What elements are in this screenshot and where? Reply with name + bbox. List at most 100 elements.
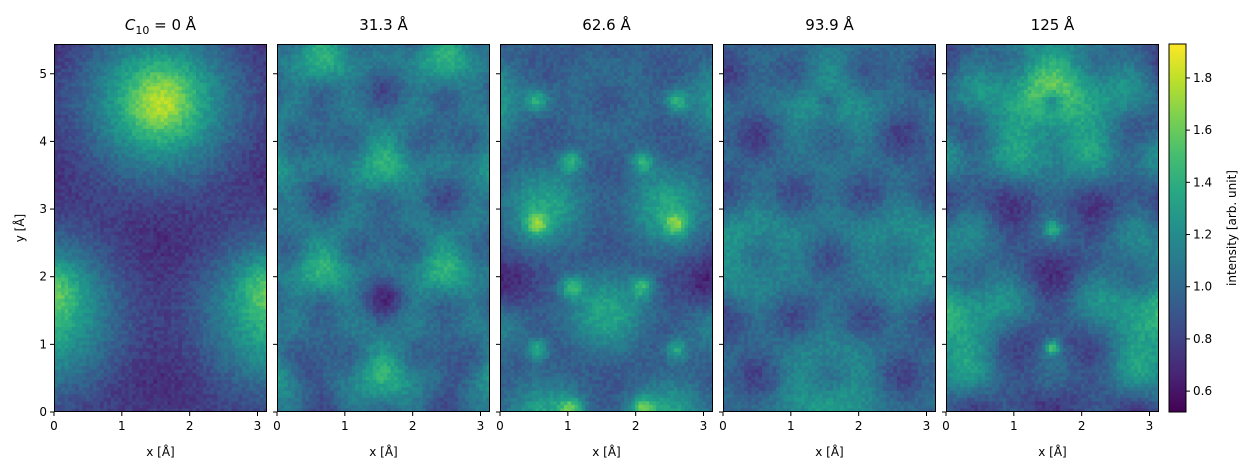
heatmap-cell xyxy=(128,132,133,137)
heatmap-cell xyxy=(100,136,105,141)
heatmap-cell xyxy=(61,358,66,364)
heatmap-cell xyxy=(121,107,126,112)
heatmap-cell xyxy=(96,150,101,155)
heatmap-cell xyxy=(103,111,108,116)
heatmap-cell xyxy=(57,383,62,388)
heatmap-cell xyxy=(110,44,115,49)
heatmap-cell xyxy=(185,259,190,264)
heatmap-cell xyxy=(110,61,115,66)
heatmap-cell xyxy=(71,344,76,349)
heatmap-cell xyxy=(114,206,119,211)
heatmap-cell xyxy=(121,47,126,52)
heatmap-cell xyxy=(220,167,225,172)
heatmap-cell xyxy=(61,305,66,310)
heatmap-cell xyxy=(178,320,183,325)
heatmap-cell xyxy=(125,252,130,257)
heatmap-cell xyxy=(174,277,179,282)
heatmap-cell xyxy=(156,373,162,378)
heatmap-cell xyxy=(188,68,194,73)
heatmap-cell xyxy=(93,320,98,325)
heatmap-cell xyxy=(174,401,179,406)
heatmap-cell xyxy=(188,61,194,66)
heatmap-cell xyxy=(128,238,133,243)
heatmap-cell xyxy=(185,263,190,268)
heatmap-cell xyxy=(203,97,208,102)
heatmap-cell xyxy=(142,401,147,406)
heatmap-cell xyxy=(89,72,94,77)
heatmap-cell xyxy=(103,224,108,229)
heatmap-cell xyxy=(117,369,123,374)
heatmap-cell xyxy=(71,309,76,314)
heatmap-cell xyxy=(192,121,197,126)
heatmap-cell xyxy=(89,369,94,374)
heatmap-cell xyxy=(61,136,66,141)
heatmap-cell xyxy=(100,111,105,116)
heatmap-cell xyxy=(132,348,137,353)
heatmap-cell xyxy=(185,249,190,254)
heatmap-cell xyxy=(210,373,215,378)
heatmap-cell xyxy=(153,185,158,190)
heatmap-cell xyxy=(71,118,76,123)
heatmap-cell xyxy=(114,330,119,335)
heatmap-cell xyxy=(132,125,137,130)
heatmap-cell xyxy=(121,213,126,218)
heatmap-cell xyxy=(107,228,112,233)
heatmap-cell xyxy=(220,153,225,158)
heatmap-cell xyxy=(68,189,73,194)
heatmap-cell xyxy=(181,128,186,134)
heatmap-cell xyxy=(153,348,158,353)
heatmap-cell xyxy=(188,206,194,211)
heatmap-cell xyxy=(121,266,126,272)
heatmap-cell xyxy=(78,58,83,63)
heatmap-cell xyxy=(71,185,76,190)
heatmap-cell xyxy=(75,125,80,130)
heatmap-cell xyxy=(213,61,218,66)
heatmap-cell xyxy=(71,281,76,286)
heatmap-cell xyxy=(71,291,76,296)
heatmap-cell xyxy=(149,136,154,141)
heatmap-cell xyxy=(178,238,183,243)
heatmap-cell xyxy=(199,121,204,126)
heatmap-cell xyxy=(117,128,123,134)
heatmap-cell xyxy=(71,54,76,59)
heatmap-cell xyxy=(213,160,218,165)
heatmap-cell xyxy=(128,82,133,88)
heatmap-cell xyxy=(68,128,73,134)
heatmap-cell xyxy=(132,351,137,356)
heatmap-cell xyxy=(135,206,140,211)
heatmap-cell xyxy=(149,316,154,321)
heatmap-cell xyxy=(96,54,101,59)
heatmap-cell xyxy=(171,231,176,236)
heatmap-cell xyxy=(57,288,62,293)
heatmap-cell xyxy=(178,79,183,84)
heatmap-cell xyxy=(89,249,94,254)
heatmap-cell xyxy=(142,344,147,349)
heatmap-cell xyxy=(188,100,194,105)
heatmap-cell xyxy=(149,203,154,208)
heatmap-cell xyxy=(199,259,204,264)
heatmap-cell xyxy=(149,121,154,126)
heatmap-cell xyxy=(54,65,59,70)
heatmap-cell xyxy=(64,178,69,183)
heatmap-cell xyxy=(181,284,186,289)
heatmap-cell xyxy=(107,284,112,289)
heatmap-cell xyxy=(117,189,123,194)
heatmap-cell xyxy=(85,235,91,240)
heatmap-cell xyxy=(71,316,76,321)
heatmap-cell xyxy=(149,189,154,194)
heatmap-cell xyxy=(206,270,211,275)
heatmap-cell xyxy=(121,97,126,102)
heatmap-cell xyxy=(196,373,201,378)
heatmap-cell xyxy=(164,291,169,296)
heatmap-cell xyxy=(54,348,59,353)
heatmap-cell xyxy=(181,171,186,176)
heatmap-cell xyxy=(199,373,204,378)
heatmap-cell xyxy=(107,274,112,279)
heatmap-cell xyxy=(89,277,94,282)
heatmap-cell xyxy=(210,305,215,310)
heatmap-cell xyxy=(203,178,208,183)
heatmap-cell xyxy=(57,270,62,275)
heatmap-cell xyxy=(64,373,69,378)
heatmap-cell xyxy=(164,192,169,197)
heatmap-cell xyxy=(167,65,172,70)
